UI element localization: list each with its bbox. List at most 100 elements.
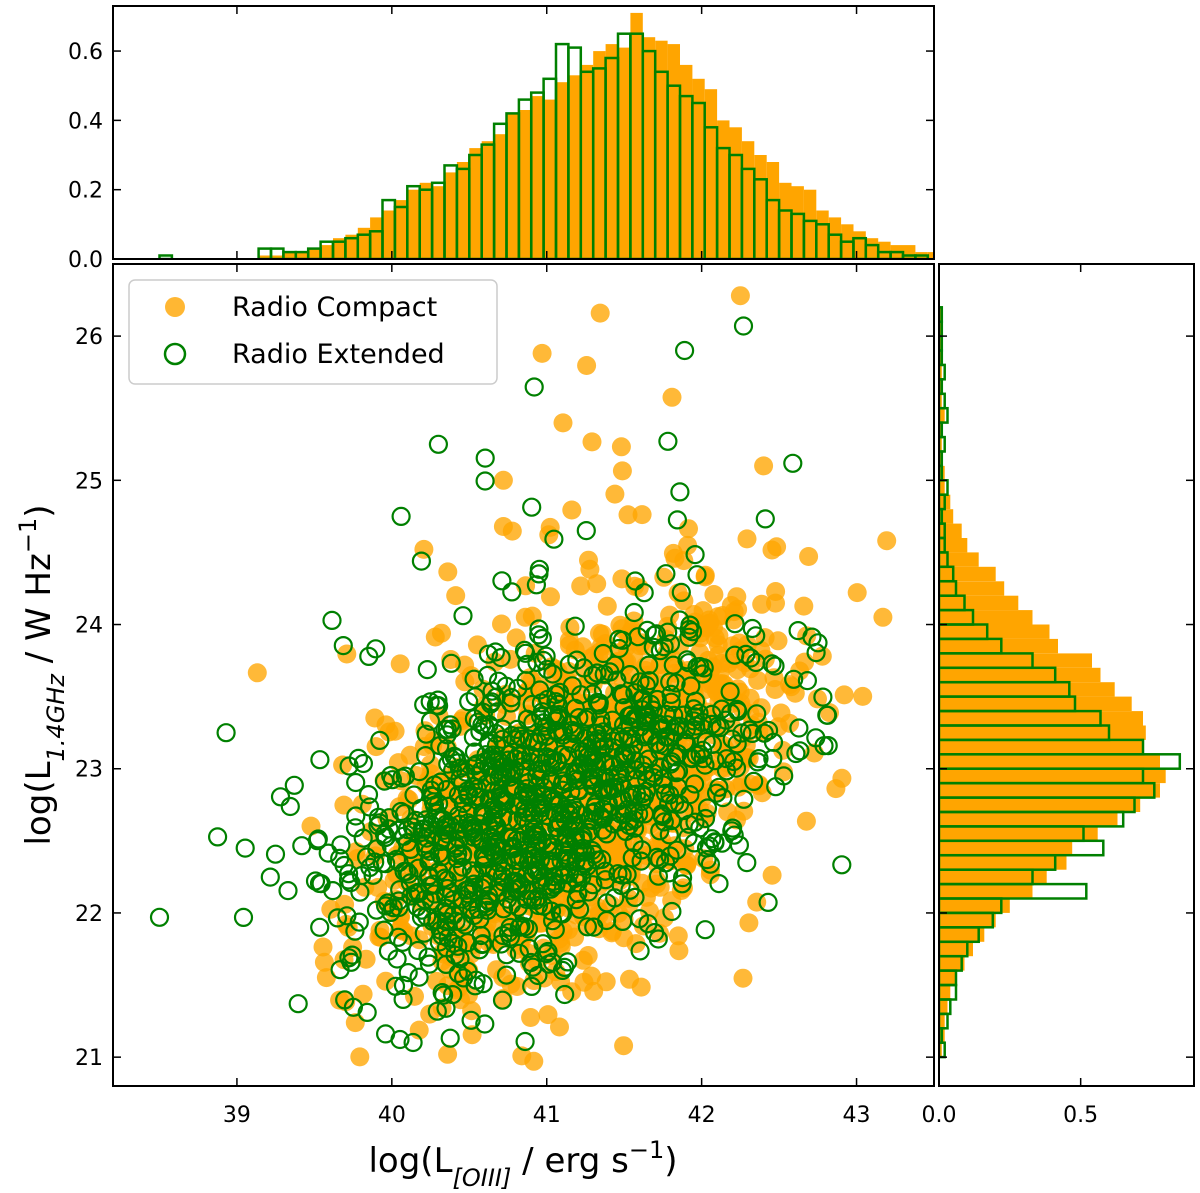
- top-hist-compact-bar: [680, 64, 693, 259]
- extended-point: [551, 851, 571, 871]
- extended-point: [519, 938, 539, 959]
- extended-point: [417, 659, 437, 680]
- compact-point: [524, 1051, 544, 1071]
- extended-point: [736, 644, 756, 665]
- extended-point: [488, 877, 508, 897]
- right-hist-compact-bar: [939, 667, 1101, 683]
- compact-point: [582, 966, 601, 986]
- extended-point: [565, 762, 585, 782]
- extended-point: [568, 770, 588, 791]
- right-histogram-panel: 0.0 0.5: [922, 263, 1195, 1128]
- top-histogram-panel: 0.0 0.2 0.4 0.6: [68, 5, 952, 273]
- extended-point: [672, 867, 693, 888]
- extended-point: [631, 851, 651, 871]
- compact-point: [462, 1025, 482, 1045]
- extended-point: [608, 864, 628, 884]
- compact-point: [596, 972, 616, 992]
- compact-point: [797, 626, 817, 646]
- extended-point: [542, 705, 563, 725]
- extended-point: [514, 640, 535, 661]
- extended-point: [539, 851, 559, 871]
- extended-point: [564, 723, 584, 744]
- top-hist-compact-bar: [456, 162, 470, 259]
- top-hist-compact-bar: [865, 238, 879, 259]
- extended-point: [529, 625, 549, 645]
- extended-point: [593, 799, 613, 819]
- top-hist-extended-bar: [914, 254, 930, 259]
- extended-point: [499, 744, 520, 764]
- compact-point: [590, 623, 609, 643]
- right-hist-compact-bar: [939, 364, 942, 380]
- extended-point: [722, 729, 742, 749]
- extended-point: [695, 808, 716, 829]
- extended-point: [679, 814, 699, 834]
- extended-point: [461, 1010, 481, 1030]
- top-hist-compact-bar: [295, 252, 309, 259]
- extended-point: [492, 571, 512, 591]
- compact-point: [421, 764, 441, 784]
- extended-point: [393, 975, 414, 996]
- extended-point: [349, 912, 369, 932]
- top-hist-compact-bar: [543, 99, 556, 259]
- right-hist-compact-bar: [939, 970, 956, 985]
- extended-point: [492, 990, 513, 1010]
- extended-point: [636, 675, 656, 696]
- compact-point: [582, 432, 602, 452]
- top-hist-compact-bar: [803, 189, 817, 259]
- extended-point: [376, 1024, 396, 1044]
- extended-point: [473, 832, 493, 852]
- top-histogram-frame: [112, 5, 935, 260]
- extended-point: [452, 889, 473, 909]
- right-hist-compact-bar: [939, 610, 1033, 625]
- extended-point: [363, 865, 383, 885]
- compact-point: [313, 937, 333, 957]
- x-axis-label: log(L[OIII] / erg s−1): [368, 1136, 677, 1192]
- extended-point: [270, 787, 291, 807]
- extended-point: [338, 870, 359, 890]
- y-tick-label: 25: [75, 469, 103, 494]
- extended-point: [705, 832, 725, 852]
- top-hist-compact-bar: [407, 189, 420, 259]
- extended-point: [593, 820, 613, 840]
- right-hist-compact-bar: [939, 321, 942, 337]
- extended-point: [679, 627, 699, 647]
- y-tick-label: 23: [75, 758, 103, 783]
- compact-point: [540, 517, 560, 537]
- extended-point: [602, 777, 623, 797]
- extended-point: [653, 768, 673, 789]
- extended-point: [408, 858, 428, 878]
- top-histogram-x-ticks: [236, 6, 858, 259]
- compact-point: [432, 623, 451, 643]
- extended-point: [814, 736, 834, 756]
- compact-point: [577, 356, 597, 375]
- extended-point: [288, 994, 308, 1014]
- right-hist-compact-bar: [939, 999, 948, 1014]
- extended-point: [789, 718, 809, 738]
- extended-point: [343, 997, 363, 1017]
- compact-point: [796, 811, 816, 831]
- x-tick-label: 43: [843, 1103, 871, 1128]
- extended-point: [653, 775, 673, 795]
- extended-point: [473, 934, 493, 954]
- top-hist-compact-bar: [940, 256, 952, 260]
- extended-point: [395, 766, 415, 786]
- extended-point: [550, 865, 570, 885]
- extended-point: [659, 793, 679, 813]
- main-frame: [112, 263, 935, 1087]
- right-hist-compact-bar: [939, 754, 1160, 769]
- extended-point: [697, 798, 718, 818]
- extended-point: [416, 724, 436, 744]
- extended-point: [684, 699, 704, 719]
- extended-point: [440, 715, 460, 735]
- compact-point: [321, 899, 341, 919]
- extended-point: [473, 802, 493, 822]
- extended-point: [733, 316, 754, 336]
- extended-point: [806, 642, 826, 663]
- compact-point: [853, 686, 873, 706]
- extended-point: [464, 742, 485, 762]
- extended-point: [388, 927, 408, 947]
- extended-point: [707, 716, 727, 737]
- y-tick-label: 24: [75, 614, 103, 639]
- extended-point: [565, 868, 585, 889]
- top-hist-compact-bar: [494, 134, 507, 259]
